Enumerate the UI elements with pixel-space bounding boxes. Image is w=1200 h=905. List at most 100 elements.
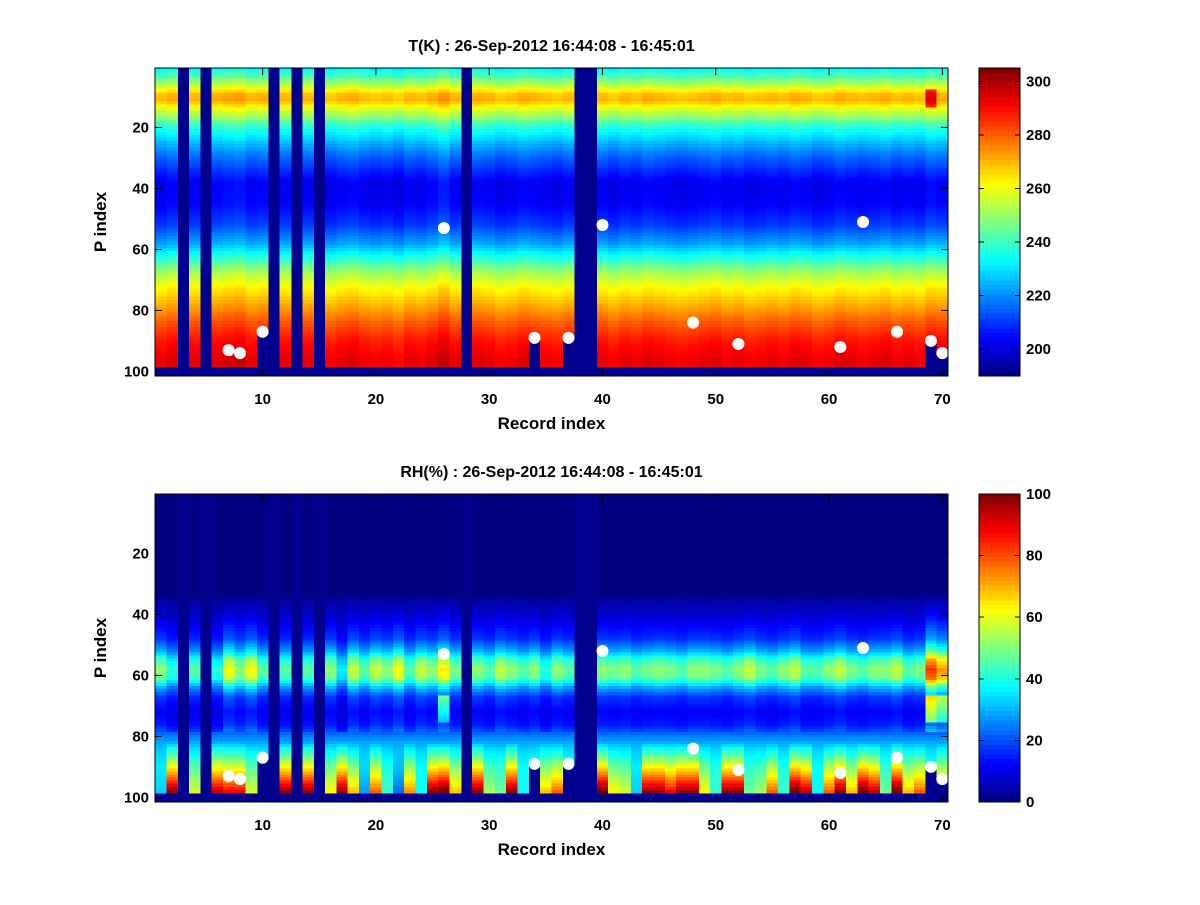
- heatmap-cell: [358, 339, 371, 343]
- heatmap-cell: [506, 348, 518, 352]
- heatmap-cell: [744, 342, 756, 346]
- heatmap-cell: [710, 254, 722, 258]
- heatmap-cell: [528, 315, 541, 319]
- heatmap-cell: [415, 250, 428, 255]
- heatmap-cell: [789, 263, 802, 267]
- heatmap-cell: [370, 150, 382, 154]
- heatmap-cell: [676, 86, 688, 90]
- heatmap-cell: [653, 302, 666, 307]
- heatmap-cell: [336, 71, 348, 75]
- heatmap-cell: [324, 116, 337, 121]
- heatmap-cell: [494, 208, 507, 212]
- heatmap-cell: [426, 342, 439, 346]
- heatmap-cell: [222, 89, 235, 93]
- heatmap-cell: [551, 244, 564, 249]
- heatmap-cell: [245, 220, 258, 224]
- heatmap-cell: [302, 86, 314, 90]
- heatmap-cell: [347, 302, 360, 307]
- heatmap-cell: [528, 83, 541, 87]
- heatmap-cell: [755, 244, 768, 249]
- heatmap-cell: [732, 89, 745, 93]
- heatmap-cell: [494, 229, 507, 234]
- heatmap-cell: [800, 168, 813, 173]
- heatmap-cell: [279, 101, 292, 105]
- heatmap-cell: [676, 284, 688, 288]
- heatmap-cell: [234, 290, 247, 295]
- heatmap-cell: [438, 324, 450, 328]
- heatmap-cell: [540, 86, 552, 90]
- heatmap-cell: [472, 339, 484, 343]
- heatmap-cell: [687, 278, 700, 282]
- heatmap-cell: [347, 269, 360, 273]
- heatmap-cell: [710, 278, 722, 282]
- heatmap-cell: [494, 162, 507, 166]
- heatmap-cell: [404, 162, 416, 166]
- heatmap-cell: [336, 147, 348, 151]
- heatmap-cell: [347, 342, 360, 346]
- heatmap-cell: [698, 156, 711, 160]
- heatmap-cell: [222, 330, 235, 334]
- heatmap-cell: [744, 254, 756, 258]
- heatmap-cell: [642, 177, 654, 182]
- heatmap-cell: [358, 214, 371, 218]
- heatmap-cell: [664, 293, 677, 298]
- heatmap-cell: [540, 241, 552, 246]
- heatmap-cell: [732, 165, 745, 170]
- heatmap-cell: [324, 354, 337, 359]
- heatmap-cell: [562, 168, 575, 173]
- heatmap-cell: [664, 360, 677, 365]
- heatmap-cell: [710, 141, 722, 145]
- heatmap-cell: [789, 302, 802, 307]
- heatmap-cell: [630, 281, 643, 285]
- heatmap-cell: [540, 293, 552, 298]
- heatmap-cell: [438, 116, 450, 121]
- heatmap-cell: [222, 269, 235, 273]
- heatmap-cell: [302, 122, 314, 127]
- heatmap-cell: [155, 302, 167, 307]
- heatmap-cell: [438, 263, 450, 267]
- heatmap-cell: [449, 263, 462, 267]
- heatmap-cell: [392, 247, 405, 252]
- heatmap-cell: [596, 95, 609, 99]
- heatmap-cell: [506, 141, 518, 145]
- heatmap-cell: [506, 104, 518, 109]
- heatmap-cell: [438, 278, 450, 282]
- heatmap-cell: [664, 83, 677, 87]
- heatmap-cell: [676, 223, 688, 227]
- heatmap-cell: [608, 144, 620, 148]
- heatmap-cell: [302, 342, 314, 346]
- heatmap-cell: [302, 257, 314, 261]
- heatmap-cell: [279, 299, 292, 304]
- heatmap-cell: [381, 186, 394, 191]
- heatmap-cell: [472, 254, 484, 258]
- heatmap-cell: [732, 122, 745, 127]
- heatmap-cell: [766, 269, 779, 273]
- heatmap-cell: [234, 318, 247, 322]
- heatmap-cell: [608, 226, 620, 231]
- heatmap-cell: [472, 299, 484, 304]
- heatmap-cell: [188, 180, 201, 185]
- heatmap-cell: [789, 247, 802, 252]
- heatmap-cell: [642, 107, 654, 112]
- heatmap-cell: [302, 250, 314, 255]
- heatmap-cell: [279, 257, 292, 261]
- heatmap-cell: [472, 278, 484, 282]
- heatmap-cell: [732, 330, 745, 334]
- heatmap-cell: [698, 333, 711, 337]
- heatmap-cell: [540, 150, 552, 154]
- heatmap-cell: [256, 272, 269, 276]
- heatmap-cell: [698, 327, 711, 331]
- heatmap-cell: [823, 110, 836, 115]
- heatmap-cell: [710, 275, 722, 279]
- heatmap-cell: [324, 232, 337, 237]
- heatmap-cell: [347, 113, 360, 118]
- heatmap-cell: [562, 308, 575, 313]
- heatmap-cell: [812, 80, 824, 84]
- heatmap-cell: [211, 74, 224, 78]
- heatmap-cell: [392, 199, 405, 203]
- heatmap-cell: [438, 68, 450, 72]
- heatmap-cell: [812, 348, 824, 352]
- heatmap-cell: [404, 107, 416, 112]
- heatmap-cell: [392, 171, 405, 176]
- heatmap-cell: [721, 116, 734, 121]
